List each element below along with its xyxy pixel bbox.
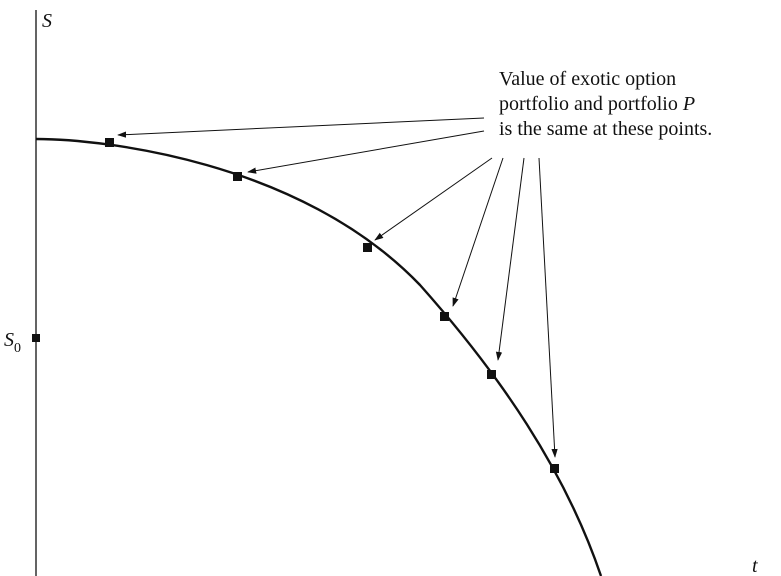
- boundary-point-2: [233, 172, 242, 181]
- boundary-points: [105, 138, 559, 473]
- s-axis-label: S: [42, 10, 52, 32]
- boundary-point-5: [487, 370, 496, 379]
- arrow-5: [495, 157, 525, 361]
- boundary-point-4: [440, 312, 449, 321]
- arrow-6: [538, 157, 558, 458]
- boundary-point-3: [363, 243, 372, 252]
- annotation-arrows: [117, 117, 558, 458]
- boundary-point-1: [105, 138, 114, 147]
- annotation-line-3: is the same at these points.: [499, 118, 712, 140]
- arrow-4: [452, 157, 504, 307]
- annotation-line-2: portfolio and portfolio P: [499, 93, 695, 115]
- arrow-3: [374, 157, 493, 241]
- t-axis-label: t: [752, 555, 758, 576]
- arrow-1: [117, 117, 485, 138]
- boundary-point-6: [550, 464, 559, 473]
- annotation-text: Value of exotic option portfolio and por…: [499, 68, 712, 140]
- annotation-line-1: Value of exotic option: [499, 68, 676, 90]
- s0-marker: [32, 334, 40, 342]
- arrow-2: [247, 130, 485, 174]
- s0-label: S0: [4, 329, 21, 356]
- boundary-curve: [35, 137, 603, 576]
